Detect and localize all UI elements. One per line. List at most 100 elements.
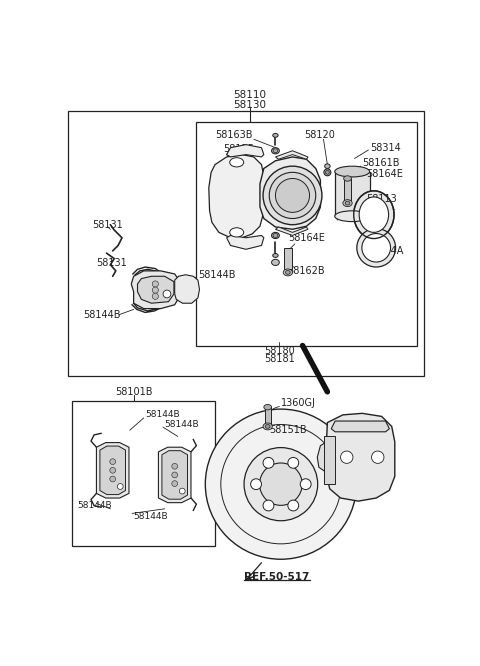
Circle shape	[269, 172, 316, 218]
Text: 58120: 58120	[304, 130, 335, 140]
Bar	[68, 111, 424, 376]
Circle shape	[163, 290, 171, 298]
Text: 1360GJ: 1360GJ	[281, 398, 316, 408]
Ellipse shape	[272, 259, 279, 266]
Text: 58112: 58112	[339, 212, 370, 222]
Bar	[344, 178, 351, 200]
Text: 58101B: 58101B	[115, 387, 152, 397]
Text: 58161B: 58161B	[362, 158, 400, 168]
Ellipse shape	[325, 170, 329, 174]
Circle shape	[152, 281, 158, 287]
Circle shape	[172, 464, 178, 469]
Polygon shape	[132, 271, 180, 308]
Circle shape	[110, 476, 116, 482]
Ellipse shape	[335, 211, 370, 222]
Text: 58144B: 58144B	[83, 310, 121, 320]
Text: 58151B: 58151B	[269, 426, 307, 436]
Polygon shape	[158, 447, 191, 503]
Ellipse shape	[273, 149, 278, 153]
Polygon shape	[276, 227, 308, 236]
Text: 58164E: 58164E	[366, 169, 403, 179]
Ellipse shape	[273, 234, 278, 237]
Ellipse shape	[230, 228, 244, 237]
Ellipse shape	[263, 458, 274, 468]
Circle shape	[180, 488, 185, 494]
Ellipse shape	[288, 500, 299, 511]
Ellipse shape	[265, 424, 270, 428]
Ellipse shape	[335, 166, 370, 177]
Circle shape	[172, 481, 178, 486]
Bar	[265, 407, 271, 424]
Bar	[284, 248, 292, 269]
Ellipse shape	[357, 228, 396, 267]
Ellipse shape	[300, 479, 311, 490]
Text: 58131: 58131	[93, 220, 123, 230]
Polygon shape	[260, 157, 321, 229]
Text: 58113: 58113	[366, 194, 397, 204]
Text: 58110: 58110	[233, 91, 266, 101]
Text: 58144B: 58144B	[77, 501, 112, 510]
Circle shape	[117, 484, 123, 490]
Ellipse shape	[272, 148, 279, 154]
Bar	[72, 401, 215, 545]
Text: 58114A: 58114A	[366, 246, 404, 256]
Text: 58144B: 58144B	[133, 512, 168, 521]
Ellipse shape	[324, 164, 330, 168]
Circle shape	[340, 451, 353, 464]
Ellipse shape	[343, 200, 352, 206]
Text: 58163B: 58163B	[216, 130, 253, 140]
Circle shape	[372, 451, 384, 464]
Polygon shape	[100, 446, 125, 495]
Polygon shape	[162, 451, 188, 500]
Text: 58144B: 58144B	[198, 270, 236, 280]
Polygon shape	[175, 275, 200, 303]
Circle shape	[152, 293, 158, 300]
Bar	[196, 123, 417, 346]
Text: 58164E: 58164E	[288, 233, 325, 243]
Polygon shape	[227, 236, 264, 249]
Polygon shape	[137, 276, 174, 303]
Ellipse shape	[263, 500, 274, 511]
Text: 58144B: 58144B	[145, 410, 180, 420]
Ellipse shape	[205, 409, 357, 559]
Ellipse shape	[344, 176, 351, 181]
Circle shape	[110, 459, 116, 465]
Ellipse shape	[244, 448, 318, 521]
Text: 58314: 58314	[370, 143, 401, 153]
Ellipse shape	[359, 197, 389, 232]
Ellipse shape	[286, 270, 290, 274]
Circle shape	[172, 472, 178, 478]
Ellipse shape	[264, 404, 272, 410]
Polygon shape	[326, 414, 395, 501]
Text: 58162B: 58162B	[288, 266, 325, 276]
Ellipse shape	[260, 463, 302, 505]
Ellipse shape	[362, 234, 391, 262]
Ellipse shape	[345, 201, 350, 205]
Polygon shape	[276, 151, 308, 159]
Circle shape	[110, 468, 116, 474]
Ellipse shape	[273, 133, 278, 137]
Text: 58180: 58180	[264, 346, 295, 356]
Text: REF.50-517: REF.50-517	[244, 571, 310, 581]
Polygon shape	[317, 442, 326, 473]
Ellipse shape	[272, 232, 279, 238]
Ellipse shape	[230, 158, 244, 167]
Ellipse shape	[263, 423, 272, 430]
Ellipse shape	[273, 254, 278, 257]
Bar	[324, 436, 335, 484]
Ellipse shape	[283, 269, 292, 276]
Text: 58130: 58130	[233, 99, 266, 110]
Polygon shape	[331, 421, 389, 432]
Polygon shape	[209, 155, 264, 238]
Text: 58144B: 58144B	[165, 420, 199, 429]
Text: 58125: 58125	[223, 145, 254, 155]
Ellipse shape	[288, 458, 299, 468]
Text: 58131: 58131	[96, 258, 127, 268]
Ellipse shape	[354, 190, 394, 238]
Ellipse shape	[251, 479, 262, 490]
Bar	[335, 172, 370, 216]
Text: 58181: 58181	[264, 354, 295, 364]
Polygon shape	[227, 145, 264, 157]
Polygon shape	[96, 443, 129, 498]
Circle shape	[152, 287, 158, 293]
